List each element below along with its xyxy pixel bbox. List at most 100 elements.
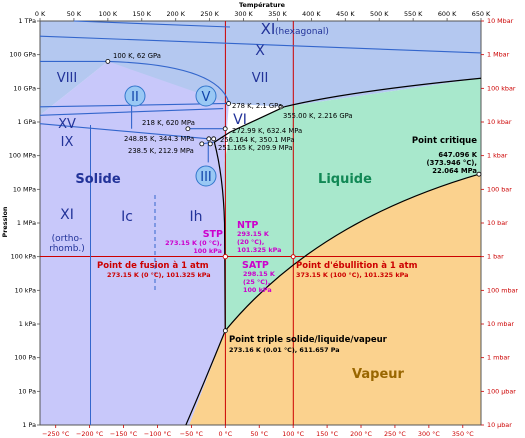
bottom-tick-label: 300 °C <box>418 430 440 438</box>
region-xi-hex-sub: (hexagonal) <box>275 27 329 37</box>
top-tick-label: 0 K <box>35 10 46 18</box>
ice-viii-vii-boundary <box>40 60 230 102</box>
region-ii: II <box>131 90 139 105</box>
region-xv: XV <box>58 117 76 132</box>
region-ih: Ih <box>189 209 202 225</box>
vaporization-curve <box>224 173 480 332</box>
region-xi: XI <box>60 207 74 223</box>
right-tick-label: 10 bar <box>487 219 508 227</box>
top-tick-label: 600 K <box>438 10 457 18</box>
point-256k-label: 256.164 K, 350.1 MPa <box>220 136 295 144</box>
critical-point-title: Point critique <box>412 136 477 146</box>
boiling-point-value: 373.15 K (100 °C), 101.325 kPa <box>296 271 408 279</box>
point-27299k-label: 272.99 K, 632.4 MPa <box>232 127 302 135</box>
phase-point <box>211 136 217 142</box>
stp-value: 273.15 K (0 °C), <box>165 239 222 247</box>
point-218k-label: 218 K, 620 MPa <box>142 119 195 127</box>
triple-point-title: Point triple solide/liquide/vapeur <box>229 335 388 345</box>
fusion-point <box>222 254 228 260</box>
phase-point <box>222 328 228 334</box>
fusion-point-title: Point de fusion à 1 atm <box>97 261 209 271</box>
region-vapeur: Vapeur <box>352 367 405 382</box>
left-tick-label: 1 Pa <box>22 421 36 429</box>
region-v: V <box>202 90 211 105</box>
right-tick-label: 100 kbar <box>487 84 516 92</box>
region-iii: III <box>200 170 212 185</box>
bottom-tick-label: 50 °C <box>250 430 268 438</box>
right-tick-label: 1 mbar <box>487 354 510 362</box>
bottom-tick-label: −100 °C <box>144 430 172 438</box>
ntp-value: (20 °C), <box>237 238 264 246</box>
satp-value: 100 kPa <box>243 286 272 294</box>
region-v-circle <box>195 85 217 107</box>
phase-point <box>206 136 212 142</box>
right-tick-label: 100 µbar <box>487 387 516 395</box>
solid-region <box>40 61 230 426</box>
top-tick-label: 200 K <box>166 10 185 18</box>
bottom-tick-label: −200 °C <box>76 430 104 438</box>
ntp-value: 101.325 kPa <box>237 246 281 254</box>
right-tick-label: 10 mbar <box>487 320 514 328</box>
region-vii: VII <box>252 71 269 86</box>
region-vi: VI <box>233 112 247 128</box>
left-tick-label: 1 GPa <box>17 118 36 126</box>
right-tick-label: 1 bar <box>487 253 504 261</box>
left-tick-label: 10 kPa <box>15 286 36 294</box>
region-xi-hex: XI <box>261 20 276 38</box>
left-tick-label: 1 TPa <box>19 17 37 25</box>
bottom-tick-label: 100 °C <box>282 430 304 438</box>
bottom-tick-label: −250 °C <box>42 430 70 438</box>
satp-label: SATP <box>242 260 269 271</box>
left-tick-label: 10 MPa <box>13 185 36 193</box>
liquid-region <box>224 78 481 331</box>
bottom-tick-label: 200 °C <box>350 430 372 438</box>
region-ic: Ic <box>121 209 133 225</box>
region-solide: Solide <box>75 172 121 187</box>
top-tick-label: 150 K <box>133 10 152 18</box>
region-x: X <box>255 43 265 59</box>
phase-point <box>222 126 228 132</box>
phase-point <box>476 171 482 177</box>
bottom-tick-label: 0 °C <box>218 430 232 438</box>
right-tick-label: 10 µbar <box>487 421 512 429</box>
satp-value: 298.15 K <box>243 270 276 278</box>
phase-point <box>199 141 205 147</box>
top-tick-label: 250 K <box>200 10 219 18</box>
point-251k-label: 251.165 K, 209.9 MPa <box>218 144 293 152</box>
top-tick-label: 350 K <box>268 10 287 18</box>
phase-point <box>207 141 213 147</box>
left-tick-label: 10 Pa <box>18 387 36 395</box>
left-tick-label: 100 MPa <box>9 152 36 160</box>
top-tick-label: 50 K <box>67 10 82 18</box>
ice-x-boundary <box>39 35 482 54</box>
region-liquide: Liquide <box>318 172 372 187</box>
stp-value: 100 kPa <box>193 247 222 255</box>
phase-point <box>185 126 191 132</box>
left-tick-label: 100 Pa <box>14 354 36 362</box>
fusion-point-value: 273.15 K (0 °C), 101.325 kPa <box>107 271 211 279</box>
right-tick-label: 100 mbar <box>487 286 518 294</box>
left-axis-title: Pression <box>1 206 9 237</box>
point-24885k-label: 248.85 K, 344.3 MPa <box>124 135 194 143</box>
top-tick-label: 100 K <box>99 10 118 18</box>
right-tick-label: 100 bar <box>487 185 512 193</box>
phase-point <box>278 104 284 110</box>
melting-curve <box>213 106 285 331</box>
bottom-tick-label: −150 °C <box>110 430 138 438</box>
left-tick-label: 100 GPa <box>9 51 36 59</box>
point-355k-label: 355.00 K, 2.216 GPa <box>283 112 353 120</box>
right-tick-label: 1 kbar <box>487 152 508 160</box>
satp-value: (25 °C), <box>243 278 270 286</box>
critical-point-value: 22.064 MPa <box>432 167 477 175</box>
left-tick-label: 1 kPa <box>19 320 36 328</box>
boiling-point <box>290 254 296 260</box>
left-tick-label: 10 GPa <box>13 84 36 92</box>
bottom-tick-label: −50 °C <box>180 430 204 438</box>
bottom-tick-label: 150 °C <box>316 430 338 438</box>
top-tick-label: 650 K <box>472 10 491 18</box>
left-tick-label: 1 MPa <box>17 219 36 227</box>
ice-vii-melting-curve <box>284 77 482 108</box>
top-tick-label: 400 K <box>302 10 321 18</box>
